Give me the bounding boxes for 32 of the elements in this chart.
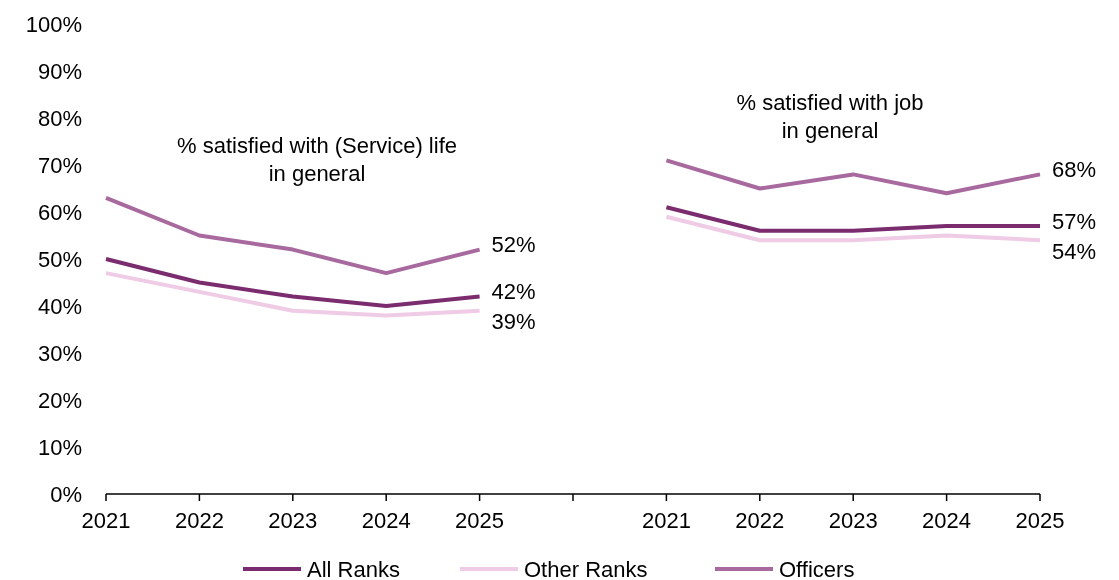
y-tick-label: 80%: [37, 105, 82, 131]
y-tick-label: 10%: [37, 434, 82, 460]
data-label: 54%: [1052, 238, 1097, 264]
y-tick-label: 40%: [37, 293, 82, 319]
x-tick-label: 2023: [828, 508, 878, 533]
y-tick-label: 90%: [37, 58, 82, 84]
y-tick-label: 20%: [37, 387, 82, 413]
x-tick-label: 2023: [268, 508, 318, 533]
x-tick-label: 2021: [81, 508, 131, 533]
legend-label: Officers: [779, 556, 855, 580]
annotation: % satisfied with job in general: [736, 90, 924, 143]
data-label: 39%: [491, 309, 536, 334]
y-tick-label: 60%: [37, 199, 82, 225]
data-label: 57%: [1052, 208, 1097, 234]
y-tick-label: 30%: [37, 340, 82, 366]
data-label: 52%: [491, 232, 536, 257]
x-tick-label: 2022: [174, 508, 224, 533]
legend-label: Other Ranks: [524, 556, 648, 580]
y-tick-label: 0%: [50, 481, 82, 507]
x-tick-label: 2024: [361, 508, 411, 533]
x-tick-label: 2022: [735, 508, 785, 533]
x-tick-label: 2025: [1015, 508, 1065, 533]
y-tick-label: 70%: [37, 152, 82, 178]
x-tick-label: 2025: [455, 508, 505, 533]
y-tick-label: 50%: [37, 246, 82, 272]
annotation: % satisfied with (Service) life in general: [177, 133, 457, 186]
legend-label: All Ranks: [307, 556, 400, 580]
data-label: 68%: [1052, 156, 1097, 182]
data-label: 42%: [491, 279, 536, 304]
y-tick-label: 100%: [25, 11, 82, 37]
x-tick-label: 2021: [641, 508, 691, 533]
x-tick-label: 2024: [922, 508, 972, 533]
